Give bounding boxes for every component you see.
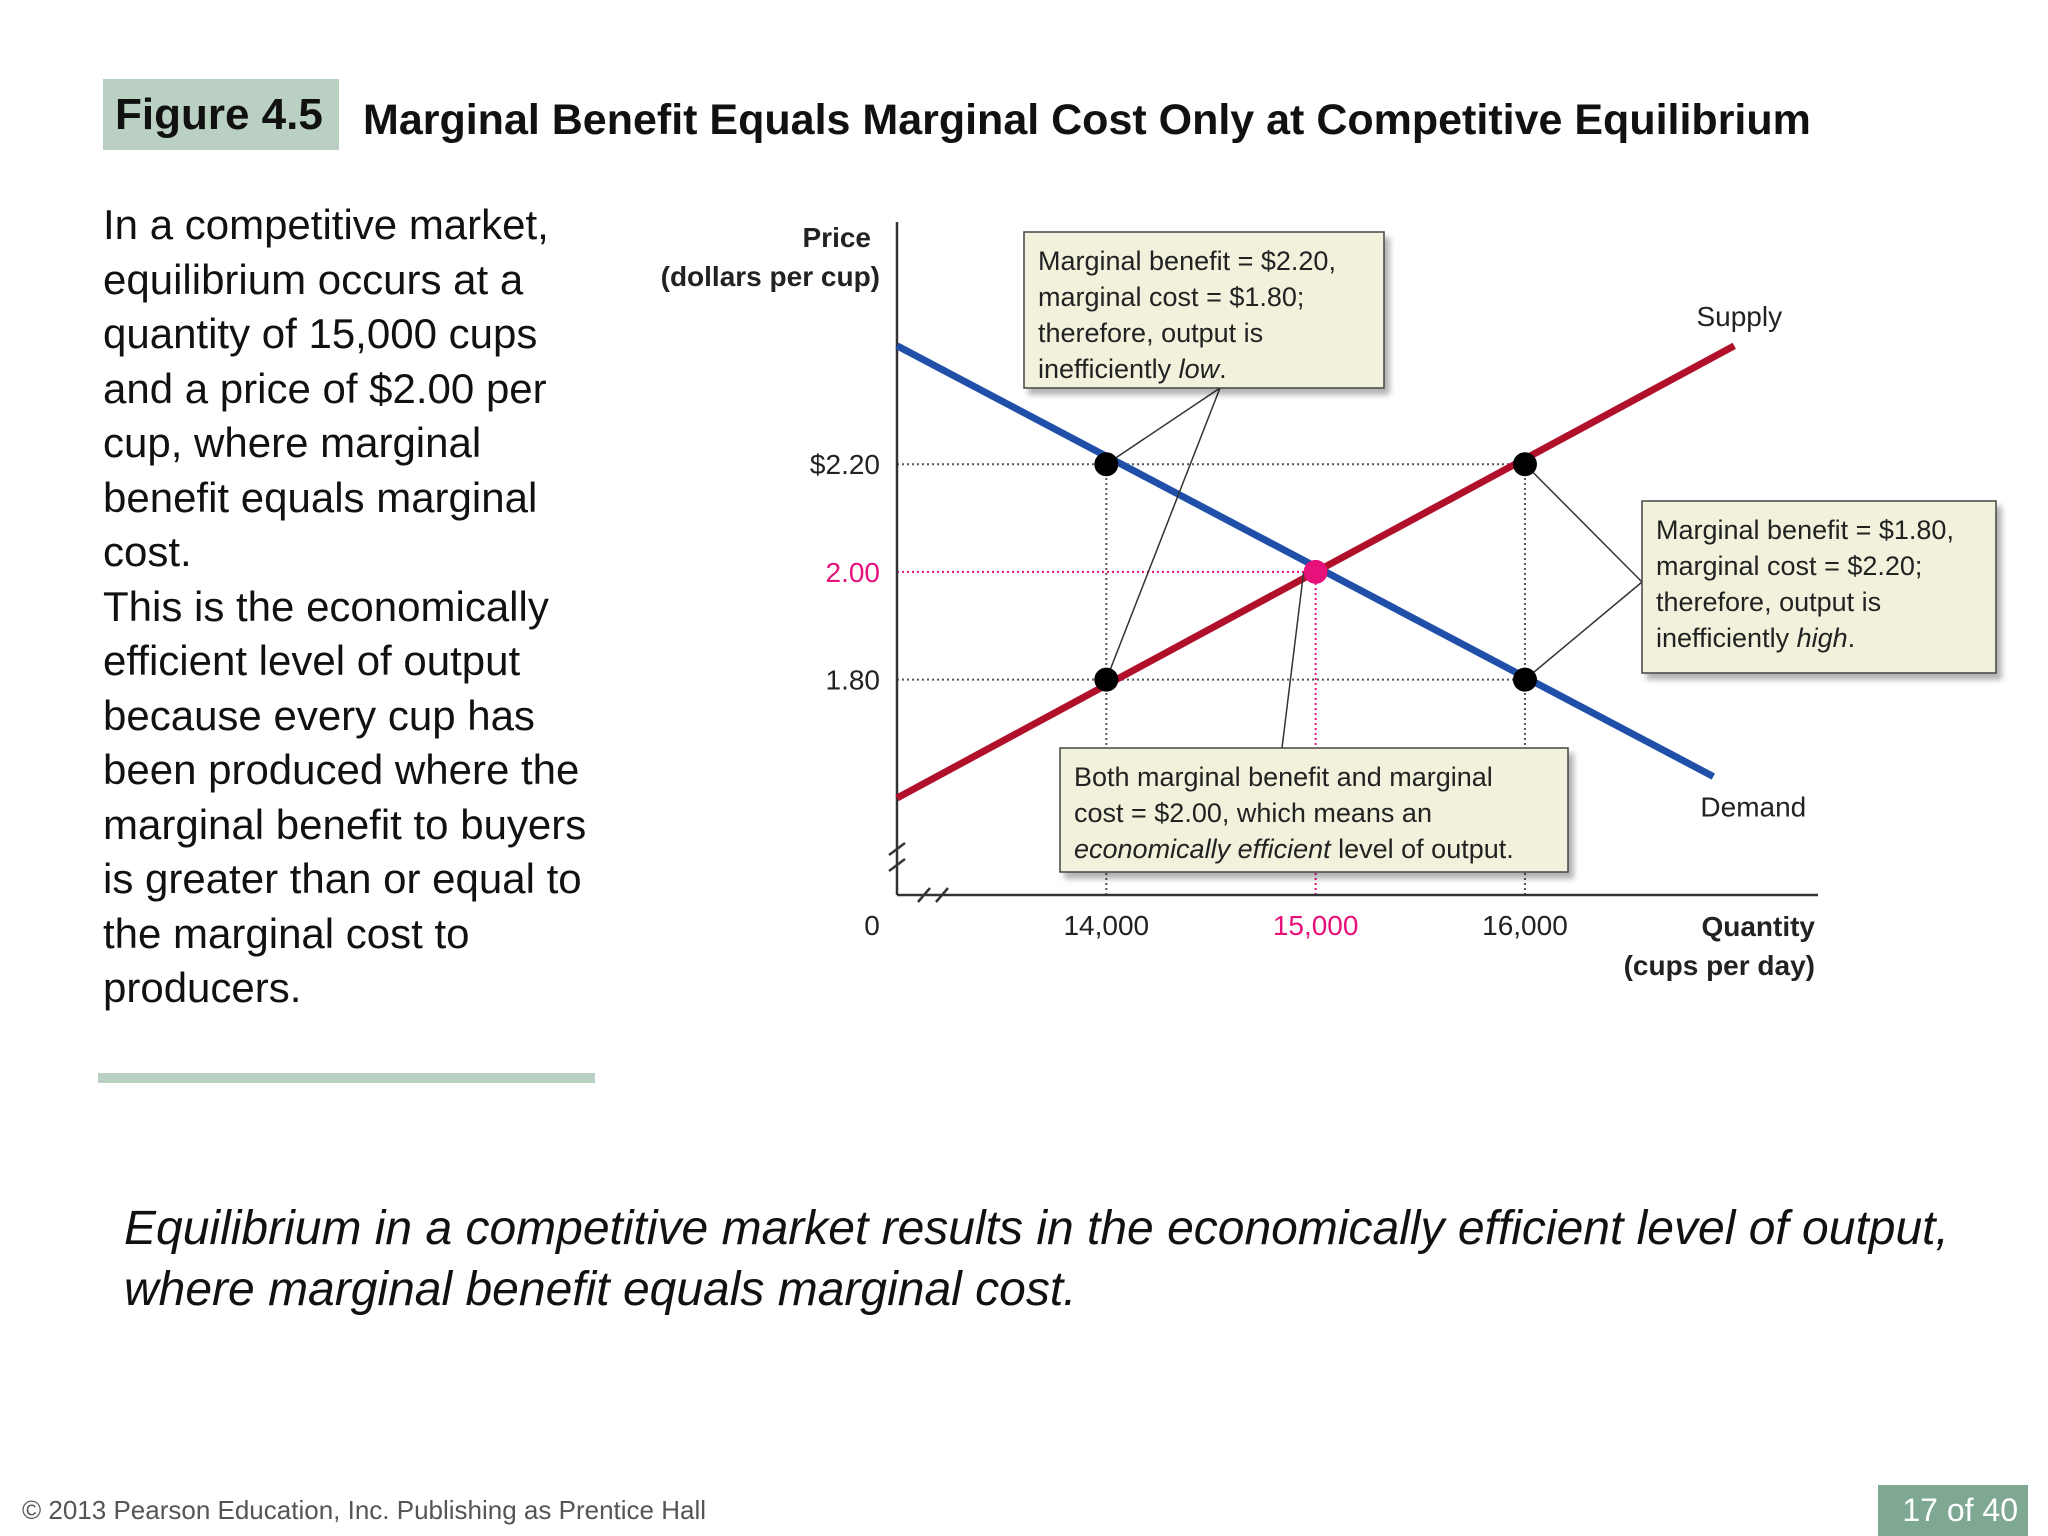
callout-box	[1641, 500, 1997, 674]
callout-efficient: Both marginal benefit and marginal cost =…	[1059, 747, 1569, 873]
supply-label: Supply	[1696, 301, 1782, 332]
x-tick-label: 15,000	[1273, 910, 1359, 941]
y-axis-break-1	[888, 842, 906, 856]
curve-point	[1512, 667, 1537, 692]
y-axis-title: Price	[803, 222, 872, 253]
callout-text-line: economically efficient level of output.	[1074, 834, 1514, 864]
side-paragraph-1: In a competitive market, equilibrium occ…	[103, 201, 549, 575]
chart: $2.20 2.00 1.80 14,000 15,000 16,000 0 Price (do…	[661, 222, 1997, 981]
side-explanation: In a competitive market, equilibrium occ…	[103, 198, 603, 1016]
callout-text-line: therefore, output is	[1038, 318, 1263, 348]
y-axis-break-2	[888, 858, 906, 872]
callout-low: Marginal benefit = $2.20, marginal cost =…	[1023, 231, 1385, 389]
curve-point	[1512, 452, 1537, 477]
x-axis-break-2	[935, 887, 949, 903]
y-tick-label: 1.80	[826, 665, 881, 696]
summary-statement: Equilibrium in a competitive market resu…	[124, 1202, 1949, 1316]
callout-text-line: Both marginal benefit and marginal	[1074, 762, 1493, 792]
side-divider	[98, 1073, 595, 1083]
side-paragraph-2: This is the economically efficient level…	[103, 582, 587, 1012]
callout-text-line: cost = $2.00, which means an	[1074, 798, 1432, 828]
callout-leader-line	[1105, 387, 1221, 465]
callout-leader-line	[1105, 387, 1221, 680]
callout-text-line: marginal cost = $1.80;	[1038, 282, 1304, 312]
x-tick-label: 16,000	[1482, 910, 1568, 941]
callout-text-line: inefficiently high.	[1656, 623, 1855, 653]
callout-leader-line	[1524, 463, 1643, 583]
x-axis-subtitle: (cups per day)	[1624, 950, 1815, 981]
copyright-notice: © 2013 Pearson Education, Inc. Publishin…	[22, 1495, 706, 1525]
axis-break-marks	[888, 842, 949, 903]
x-tick-label: 14,000	[1063, 910, 1149, 941]
callout-leader-line	[1524, 581, 1643, 681]
figure-badge: Figure 4.5	[103, 79, 339, 150]
callout-high: Marginal benefit = $1.80, marginal cost =…	[1641, 500, 1997, 674]
demand-label: Demand	[1700, 792, 1806, 823]
x-axis-break-1	[917, 887, 931, 903]
callout-text-line: inefficiently low.	[1038, 354, 1227, 384]
curve-point	[1094, 667, 1119, 692]
callout-text-line: Marginal benefit = $1.80,	[1656, 515, 1954, 545]
page-indicator: 17 of 40	[1878, 1485, 2028, 1536]
callout-text-line: Marginal benefit = $2.20,	[1038, 246, 1336, 276]
y-tick-label: $2.20	[810, 449, 880, 480]
callout-leader-line	[1281, 571, 1305, 749]
callout-box	[1059, 747, 1569, 873]
callout-box	[1023, 231, 1385, 389]
x-axis-title: Quantity	[1701, 911, 1815, 942]
demand-curve	[895, 342, 1715, 780]
callout-text-line: marginal cost = $2.20;	[1656, 551, 1922, 581]
figure-title: Marginal Benefit Equals Marginal Cost On…	[363, 96, 1811, 144]
y-axis-subtitle: (dollars per cup)	[661, 261, 880, 292]
origin-label: 0	[864, 910, 880, 941]
y-tick-label: 2.00	[826, 557, 881, 588]
equilibrium-point	[1303, 559, 1328, 584]
callout-text-line: therefore, output is	[1656, 587, 1881, 617]
curve-point	[1094, 452, 1119, 477]
